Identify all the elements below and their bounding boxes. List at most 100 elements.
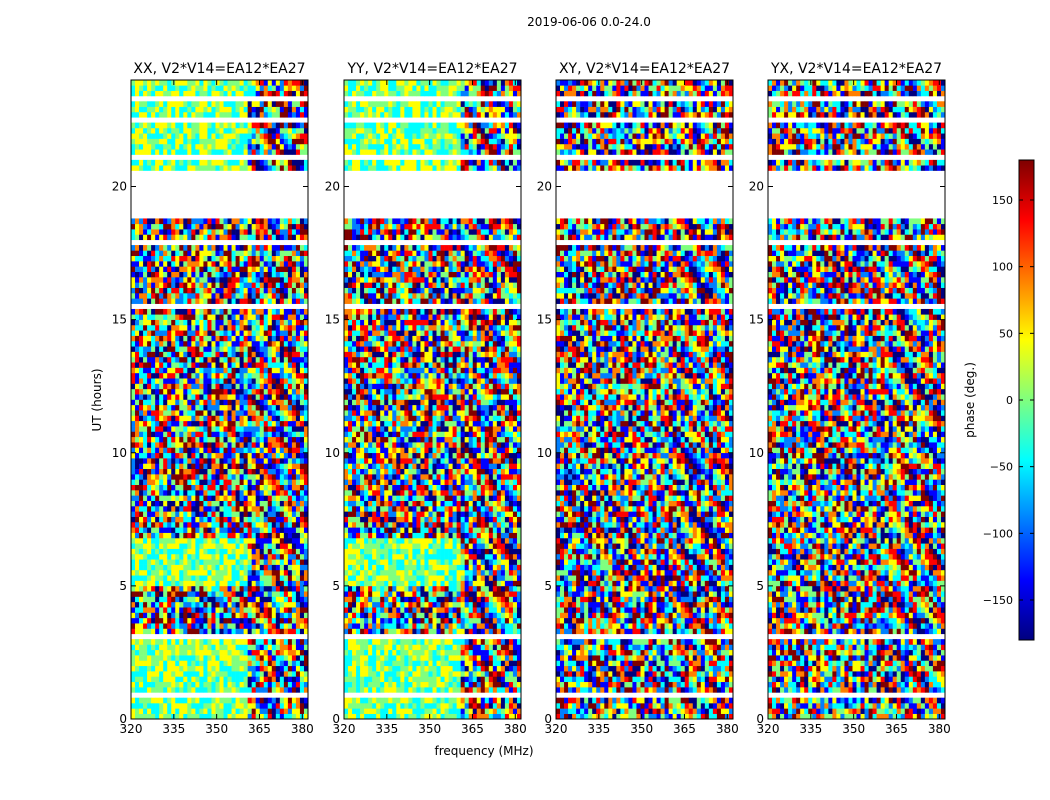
heatmap-cell	[271, 474, 277, 480]
heatmap-cell	[159, 250, 164, 257]
heatmap-cell	[199, 271, 204, 278]
heatmap-cell	[428, 708, 433, 714]
heatmap-cell	[143, 665, 148, 672]
heatmap-cell	[243, 394, 248, 400]
heatmap-cell	[247, 553, 252, 560]
heatmap-cell	[251, 607, 256, 613]
heatmap-cell	[199, 330, 204, 336]
heatmap-cell	[135, 234, 140, 241]
heatmap-cell	[275, 218, 281, 225]
heatmap-cell	[143, 623, 148, 629]
heatmap-cell	[243, 298, 248, 304]
heatmap-cell	[247, 442, 252, 448]
heatmap-cell	[460, 676, 465, 683]
heatmap-cell	[271, 479, 277, 485]
heatmap-cell	[163, 372, 168, 379]
heatmap-cell	[135, 697, 140, 704]
heatmap-cell	[287, 612, 293, 619]
heatmap-cell	[243, 468, 248, 475]
heatmap-cell	[139, 415, 144, 422]
heatmap-cell	[291, 420, 297, 427]
heatmap-cell	[151, 516, 156, 523]
heatmap-cell	[239, 697, 244, 704]
heatmap-cell	[263, 447, 269, 454]
heatmap-cell	[219, 500, 224, 507]
heatmap-cell	[267, 255, 273, 262]
heatmap-cell	[223, 575, 228, 581]
heatmap-cell	[183, 250, 188, 257]
heatmap-cell	[243, 447, 248, 454]
heatmap-cell	[492, 687, 498, 693]
heatmap-cell	[436, 681, 441, 688]
heatmap-cell	[203, 681, 208, 688]
heatmap-cell	[364, 681, 369, 688]
heatmap-cell	[239, 607, 244, 613]
heatmap-cell	[195, 612, 200, 619]
heatmap-cell	[219, 111, 224, 118]
heatmap-cell	[283, 410, 289, 416]
heatmap-cell	[275, 367, 281, 374]
heatmap-cell	[163, 106, 168, 113]
heatmap-cell	[303, 628, 309, 635]
heatmap-cell	[183, 149, 188, 155]
heatmap-cell	[235, 415, 240, 422]
heatmap-cell	[183, 223, 188, 230]
heatmap-cell	[167, 649, 172, 656]
heatmap-cell	[203, 548, 208, 555]
heatmap-cell	[135, 452, 140, 459]
heatmap-cell	[151, 681, 156, 688]
heatmap-cell	[263, 676, 269, 683]
heatmap-cell	[207, 282, 212, 288]
heatmap-cell	[440, 665, 445, 672]
heatmap-cell	[275, 314, 281, 320]
heatmap-cell	[175, 708, 180, 714]
heatmap-cell	[223, 431, 228, 438]
heatmap-cell	[255, 713, 261, 720]
heatmap-cell	[295, 527, 301, 533]
heatmap-cell	[211, 644, 216, 651]
heatmap-cell	[167, 500, 172, 507]
heatmap-cell	[488, 697, 494, 704]
heatmap-cell	[271, 521, 277, 528]
heatmap-cell	[227, 261, 232, 267]
heatmap-cell	[143, 340, 148, 347]
heatmap-cell	[207, 394, 212, 400]
heatmap-cell	[155, 314, 160, 320]
heatmap-cell	[243, 351, 248, 358]
heatmap-cell	[239, 255, 244, 262]
heatmap-cell	[508, 708, 514, 714]
heatmap-cell	[484, 708, 490, 714]
heatmap-cell	[155, 617, 160, 624]
heatmap-cell	[211, 660, 216, 667]
heatmap-cell	[239, 261, 244, 267]
heatmap-cell	[223, 250, 228, 257]
heatmap-cell	[263, 655, 269, 661]
heatmap-cell	[271, 420, 277, 427]
heatmap-cell	[231, 80, 236, 86]
heatmap-cell	[167, 362, 172, 368]
heatmap-cell	[203, 591, 208, 597]
heatmap-cell	[131, 298, 136, 304]
heatmap-cell	[416, 703, 421, 709]
heatmap-cell	[279, 367, 285, 374]
heatmap-cell	[291, 532, 297, 539]
heatmap-cell	[295, 628, 301, 635]
heatmap-cell	[263, 410, 269, 416]
heatmap-cell	[179, 394, 184, 400]
heatmap-cell	[175, 713, 180, 720]
heatmap-cell	[259, 532, 265, 539]
heatmap-cell	[183, 521, 188, 528]
heatmap-cell	[295, 655, 301, 661]
heatmap-cell	[295, 665, 301, 672]
heatmap-cell	[251, 452, 256, 459]
heatmap-cell	[139, 623, 144, 629]
heatmap-cell	[275, 90, 281, 97]
heatmap-cell	[195, 308, 200, 315]
heatmap-cell	[239, 346, 244, 352]
heatmap-cell	[211, 404, 216, 411]
heatmap-cell	[155, 532, 160, 539]
heatmap-cell	[131, 479, 136, 485]
heatmap-cell	[171, 111, 176, 118]
heatmap-cell	[227, 607, 232, 613]
heatmap-cell	[195, 474, 200, 480]
